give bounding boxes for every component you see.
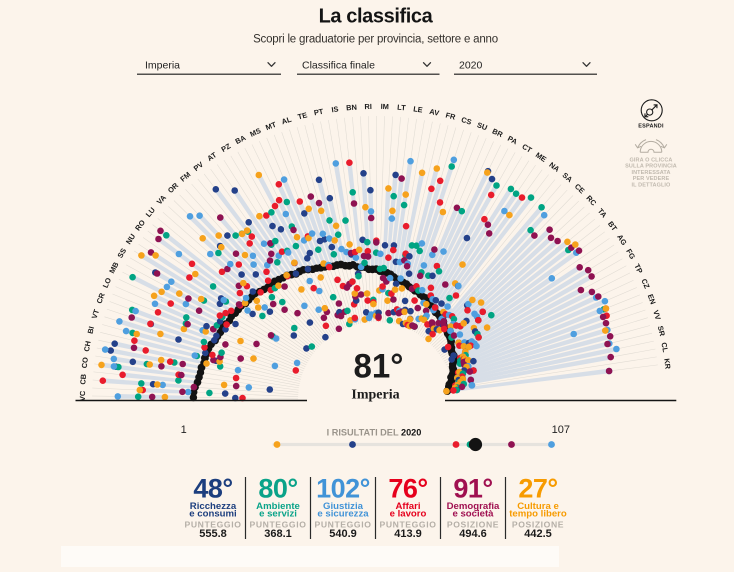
svg-text:RI: RI [364, 102, 372, 111]
svg-text:AV: AV [429, 107, 440, 118]
svg-text:91°: 91° [453, 474, 492, 504]
svg-text:IS: IS [331, 104, 339, 114]
svg-text:VC: VC [78, 390, 87, 401]
svg-text:e sicurezza: e sicurezza [317, 509, 369, 520]
svg-text:368.1: 368.1 [264, 528, 292, 540]
svg-text:LE: LE [413, 104, 424, 114]
svg-text:CB: CB [78, 374, 88, 385]
svg-text:494.6: 494.6 [459, 528, 487, 540]
svg-text:107: 107 [552, 424, 570, 436]
svg-text:e società: e società [452, 509, 494, 520]
svg-text:IM: IM [381, 102, 389, 111]
svg-text:2020: 2020 [459, 60, 483, 72]
svg-text:e servizi: e servizi [259, 509, 297, 520]
svg-text:SULLA PROVINCIA: SULLA PROVINCIA [625, 164, 677, 170]
svg-text:81°: 81° [354, 348, 404, 386]
svg-text:540.9: 540.9 [329, 528, 357, 540]
svg-text:48°: 48° [193, 474, 232, 504]
svg-text:IL DETTAGLIO: IL DETTAGLIO [632, 182, 672, 188]
svg-text:CH: CH [82, 340, 93, 352]
svg-text:PER VEDERE: PER VEDERE [633, 176, 670, 182]
svg-text:I RISULTATI DEL 2020: I RISULTATI DEL 2020 [327, 428, 422, 438]
svg-text:CO: CO [80, 356, 90, 368]
svg-text:Imperia: Imperia [145, 60, 180, 72]
svg-text:Imperia: Imperia [351, 388, 399, 403]
svg-text:1: 1 [181, 424, 187, 436]
svg-text:555.8: 555.8 [199, 528, 227, 540]
svg-text:Scopri le graduatorie per prov: Scopri le graduatorie per provincia, set… [253, 34, 498, 46]
svg-text:Classifica finale: Classifica finale [302, 60, 375, 72]
svg-text:27°: 27° [518, 474, 557, 504]
svg-text:GIRA O CLICCA: GIRA O CLICCA [630, 157, 673, 163]
svg-text:e consumi: e consumi [189, 509, 236, 520]
svg-text:LT: LT [397, 103, 407, 113]
svg-text:tempo libero: tempo libero [509, 509, 567, 520]
svg-text:La classifica: La classifica [319, 6, 434, 28]
svg-text:ESPANDI: ESPANDI [638, 123, 664, 129]
svg-text:INTERESSATA: INTERESSATA [631, 170, 670, 176]
svg-text:BN: BN [346, 103, 357, 113]
svg-text:80°: 80° [258, 474, 297, 504]
svg-text:413.9: 413.9 [394, 528, 422, 540]
svg-text:e lavoro: e lavoro [390, 509, 427, 520]
svg-text:76°: 76° [388, 474, 427, 504]
svg-text:102°: 102° [316, 474, 370, 504]
svg-text:442.5: 442.5 [524, 528, 552, 540]
svg-text:KR: KR [662, 358, 672, 370]
